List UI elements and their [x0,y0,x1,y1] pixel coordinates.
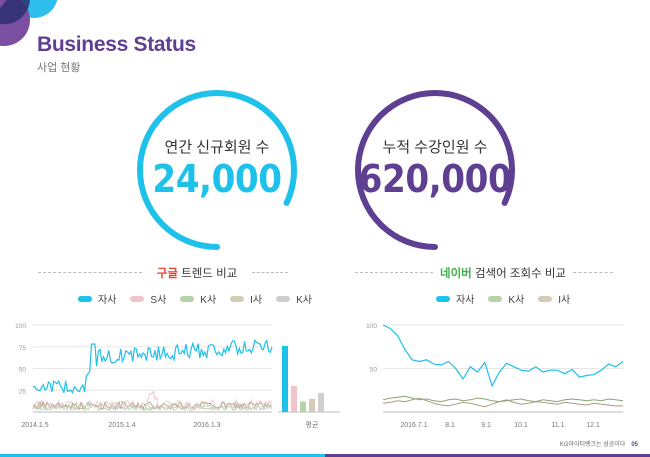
series-line-competitor [32,404,273,412]
divider-left-a [38,272,142,273]
legend-label: 자사 [98,295,117,306]
google-title-rest: 트렌드 비교 [177,268,238,280]
legend-item: I사 [230,291,262,306]
google-trend-chart: 100 75 50 25 2014.1.5 2015.1.4 2016.1.3 평균 [15,323,340,429]
naver-legend: 자사 K사 I사 [436,291,584,306]
x-tick-label: 2015.1.4 [108,422,135,429]
x-tick-label: 8.1 [445,422,455,429]
x-tick-label: 2016.7.1 [400,422,427,429]
bottom-color-bar [0,454,650,457]
y-tick-label: 50 [19,367,27,374]
naver-title-highlight: 네이버 [440,268,472,280]
legend-swatch [276,295,291,302]
series-line-self [32,339,273,394]
google-title-highlight: 구글 [156,268,178,280]
naver-section-title: 네이버 검색어 조회수 비교 [433,265,573,281]
legend-item: K사 [488,291,524,306]
corner-decoration [0,0,58,46]
legend-swatch [130,295,145,302]
avg-bar [309,398,315,412]
page-number: 05 [631,442,638,448]
legend-item: K사 [276,291,312,306]
legend-item: S사 [130,291,166,306]
stat-value-members: 24,000 [152,157,282,201]
y-tick-label: 100 [366,323,377,330]
legend-swatch [180,295,195,302]
x-tick-label: 9.1 [481,422,491,429]
footer: KG아이티뱅크는 성공이다 05 [560,439,638,448]
legend-label: K사 [508,295,525,306]
x-tick-label: 2014.1.5 [21,422,48,429]
legend-swatch [488,295,503,302]
page-subtitle: 사업 현황 [37,62,81,74]
series-line-competitor [32,390,273,410]
legend-swatch [78,295,92,302]
footer-text: KG아이티뱅크는 성공이다 [559,442,626,448]
y-tick-label: 75 [19,345,27,352]
avg-bar [282,345,288,412]
divider-right-a [355,272,433,273]
stat-rings [137,90,515,250]
series-line-self [382,324,624,388]
divider-left-b [252,272,288,273]
x-tick-label: 2016.1.3 [193,422,220,429]
legend-swatch [436,295,450,302]
x-tick-label: 11.1 [551,422,564,429]
stat-ring-students [355,90,515,250]
legend-label: S사 [150,295,167,306]
series-line-competitor [32,401,273,412]
legend-item: I사 [538,291,570,306]
y-tick-label: 100 [15,323,26,330]
legend-swatch [230,295,245,302]
legend-item: K사 [180,291,216,306]
page-title: Business Status [37,33,196,56]
stat-label-students: 누적 수강인원 수 [382,139,488,156]
legend-label: I사 [558,295,571,306]
google-legend: 자사 S사 K사 I사 K사 [78,291,326,306]
stat-ring-members [137,90,297,250]
legend-item: 자사 [78,291,116,306]
legend-label: 자사 [456,295,475,306]
y-tick-label: 50 [370,367,378,374]
avg-label: 평균 [306,420,319,429]
legend-label: K사 [296,295,313,306]
avg-bar [300,401,306,412]
series-line-i [382,397,623,408]
x-tick-label: 10.1 [514,422,528,429]
stat-value-students: 620,000 [358,157,512,201]
avg-bar [318,392,324,412]
y-tick-label: 25 [19,388,27,395]
x-tick-label: 12.1 [586,422,600,429]
google-section-title: 구글 트렌드 비교 [142,265,252,281]
stat-label-members: 연간 신규회원 수 [164,139,270,156]
avg-bar [291,385,297,412]
naver-title-rest: 검색어 조회수 비교 [471,268,566,280]
naver-search-chart: 100 50 2016.7.1 8.1 9.1 10.1 11.1 12.1 [366,323,624,429]
divider-right-b [573,272,613,273]
legend-swatch [538,295,553,302]
legend-item: 자사 [436,291,474,306]
legend-label: I사 [250,295,263,306]
legend-label: K사 [200,295,217,306]
